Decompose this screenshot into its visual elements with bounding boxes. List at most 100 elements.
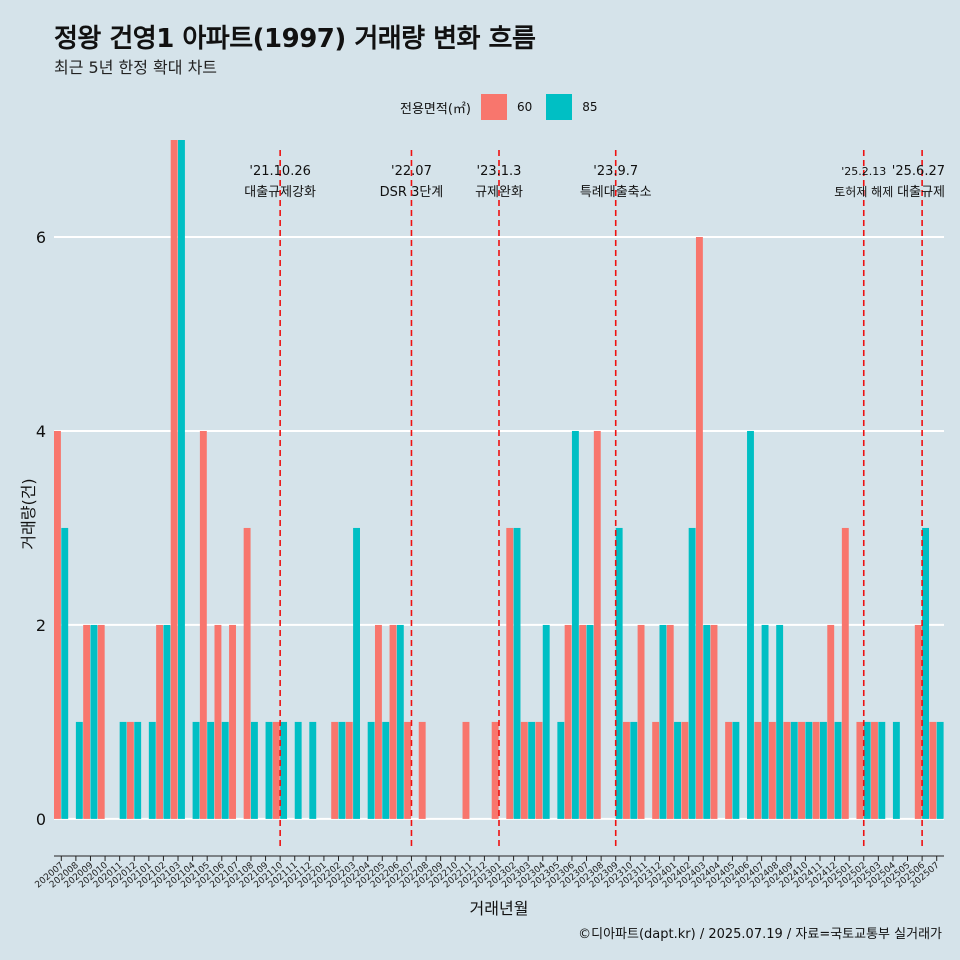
- bar-85-202409: [790, 721, 798, 819]
- bar-85-202302: [513, 527, 521, 819]
- event-name-label: 대출규제: [897, 185, 945, 200]
- bar-60-202310: [623, 721, 630, 819]
- bar-85-202507: [936, 721, 944, 819]
- bar-60-202108: [243, 527, 251, 819]
- bar-85-202008: [75, 721, 83, 819]
- y-tick-label: 6: [36, 228, 46, 247]
- bar-85-202109: [265, 721, 273, 819]
- legend-title: 전용면적(㎡): [400, 101, 471, 117]
- bar-85-202202: [338, 721, 346, 819]
- event-name-label: 대출규제강화: [244, 185, 316, 200]
- bar-60-202403: [695, 236, 703, 819]
- bar-85-202402: [688, 527, 696, 819]
- bar-85-202305: [557, 721, 565, 819]
- bar-60-202102: [156, 624, 164, 819]
- bar-60-202311: [637, 624, 645, 819]
- bar-85-202410: [805, 721, 813, 819]
- bar-60-202302: [506, 527, 514, 819]
- bar-60-202402: [681, 721, 689, 819]
- bar-85-202405: [732, 721, 740, 819]
- bar-85-202104: [192, 721, 200, 819]
- bar-85-202110: [280, 721, 288, 819]
- event-name-label: 규제완화: [475, 185, 523, 200]
- y-tick-label: 0: [36, 810, 46, 829]
- bar-85-202108: [250, 721, 258, 819]
- bar-60-202211: [462, 721, 470, 819]
- bar-60-202503: [871, 721, 878, 819]
- y-tick-label: 4: [36, 422, 46, 441]
- bar-85-202009: [90, 624, 98, 819]
- event-date-label: '23.1.3: [477, 164, 522, 179]
- event-name-label: 토허제 해제: [834, 185, 893, 199]
- event-date-label: '21.10.26: [249, 164, 310, 179]
- bar-60-202308: [593, 430, 601, 819]
- bar-85-202407: [761, 624, 769, 819]
- bar-85-202106: [221, 721, 229, 819]
- bar-60-202405: [725, 721, 733, 819]
- bar-85-202401: [674, 721, 681, 819]
- bar-60-202012: [126, 721, 134, 819]
- bar-60-202506: [914, 624, 922, 819]
- bar-60-202409: [783, 721, 791, 819]
- event-date-label: '23.9.7: [593, 164, 638, 179]
- bar-60-202107: [229, 624, 236, 819]
- bar-60-202206: [389, 624, 397, 819]
- bar-85-202408: [776, 624, 784, 819]
- bar-85-202304: [542, 624, 550, 819]
- bar-60-202501: [841, 527, 849, 819]
- caption: ©디아파트(dapt.kr) / 2025.07.19 / 자료=국토교통부 실…: [578, 927, 942, 942]
- event-name-label: DSR 3단계: [380, 185, 444, 200]
- bar-60-202401: [666, 624, 674, 819]
- legend: 전용면적(㎡) 60 85: [400, 94, 602, 120]
- bar-85-202111: [294, 721, 302, 819]
- bar-85-202412: [834, 721, 842, 819]
- bar-60-202203: [345, 721, 353, 819]
- bar-85-202406: [747, 430, 754, 819]
- bar-85-202007: [61, 527, 69, 819]
- chart-title: 정왕 건영1 아파트(1997) 거래량 변화 흐름: [54, 24, 536, 54]
- event-date-label: '25.2.13: [841, 165, 886, 178]
- bar-60-202404: [710, 624, 718, 819]
- bar-85-202312: [659, 624, 667, 819]
- bar-85-202103: [178, 140, 185, 819]
- bar-60-202306: [564, 624, 572, 819]
- bar-60-202408: [768, 721, 776, 819]
- bar-85-202310: [630, 721, 638, 819]
- bar-85-202403: [703, 624, 711, 819]
- bar-60-202304: [535, 721, 543, 819]
- bar-85-202203: [353, 527, 360, 819]
- event-name-label: 특례대출축소: [580, 185, 652, 200]
- bar-60-202010: [97, 624, 105, 819]
- bar-85-202204: [367, 721, 375, 819]
- bar-60-202411: [812, 721, 820, 819]
- bar-60-202202: [331, 721, 339, 819]
- bar-60-202207: [404, 721, 412, 819]
- bar-85-202205: [382, 721, 390, 819]
- bar-60-202312: [652, 721, 660, 819]
- bar-85-202306: [571, 430, 579, 819]
- bar-60-202009: [83, 624, 91, 819]
- bar-85-202303: [528, 721, 536, 819]
- y-axis-title: 거래량(건): [19, 478, 38, 549]
- bar-60-202105: [199, 430, 207, 819]
- bar-85-202502: [863, 721, 871, 819]
- bar-60-202301: [491, 721, 499, 819]
- bar-85-202012: [134, 721, 142, 819]
- legend-label-60: 60: [516, 100, 533, 114]
- bar-85-202102: [163, 624, 171, 819]
- bar-85-202411: [819, 721, 827, 819]
- x-axis-title: 거래년월: [470, 899, 529, 918]
- bar-60-202110: [272, 721, 280, 819]
- bar-60-202502: [856, 721, 864, 819]
- bar-85-202307: [586, 624, 594, 819]
- legend-key-60: [480, 94, 507, 120]
- bar-60-202412: [827, 624, 835, 819]
- bar-85-202504: [892, 721, 900, 819]
- event-date-label: '25.6.27: [892, 164, 945, 179]
- legend-label-85: 85: [582, 100, 598, 114]
- bar-85-202101: [148, 721, 156, 819]
- bar-60-202007: [54, 430, 61, 819]
- bar-60-202407: [754, 721, 762, 819]
